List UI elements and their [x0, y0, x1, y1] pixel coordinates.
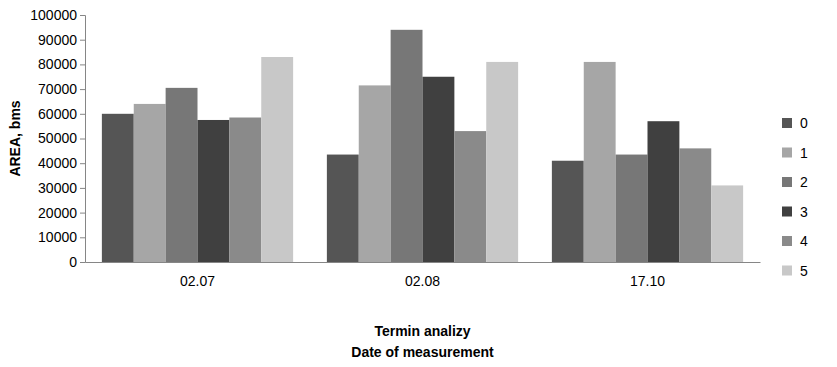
x-axis: 02.07 02.08 17.10 — [86, 263, 761, 289]
tick-label: 90000 — [38, 32, 77, 48]
bar — [359, 85, 391, 262]
tick-label: 20000 — [38, 205, 77, 221]
legend-label: 0 — [800, 115, 808, 131]
tick-label: 0 — [69, 254, 77, 270]
axis-line — [86, 262, 761, 263]
bar — [261, 57, 293, 262]
y-axis: 0 10000 20000 30000 40000 50000 60000 70000 8000… — [30, 7, 85, 270]
tick-mark — [80, 139, 85, 140]
legend-label: 4 — [800, 233, 808, 249]
legend-swatch — [782, 118, 792, 128]
axis-line — [80, 16, 86, 263]
bar — [648, 121, 680, 262]
bar — [102, 114, 134, 262]
tick: 0 — [69, 254, 85, 270]
tick-label: 40000 — [38, 155, 77, 171]
legend-item: 4 — [782, 233, 808, 249]
bar — [166, 88, 198, 262]
legend-swatch — [782, 236, 792, 246]
bar — [486, 62, 518, 262]
tick: 50000 — [38, 130, 85, 146]
bars — [102, 30, 743, 262]
bar — [552, 161, 584, 262]
tick: 10000 — [38, 229, 85, 245]
tick-label: 02.08 — [405, 273, 440, 289]
bar — [327, 155, 359, 262]
legend-label: 2 — [800, 174, 808, 190]
plot: 0 10000 20000 30000 40000 50000 60000 70000 8000… — [30, 7, 760, 289]
tick-label: 10000 — [38, 229, 77, 245]
legend-swatch — [782, 207, 792, 217]
tick: 02.07 — [180, 273, 215, 289]
legend: 0 1 2 3 4 5 — [782, 115, 808, 279]
legend-label: 3 — [800, 204, 808, 220]
tick: 60000 — [38, 106, 85, 122]
tick-mark — [80, 40, 85, 41]
chart: 0 10000 20000 30000 40000 50000 60000 70000 8000… — [0, 0, 837, 367]
axis-title: AREA, bms — [7, 100, 23, 176]
tick-label: 70000 — [38, 81, 77, 97]
tick: 100000 — [30, 7, 85, 23]
tick: 30000 — [38, 180, 85, 196]
legend-item: 5 — [782, 263, 808, 279]
axis-title: Termin analizy — [374, 323, 470, 339]
bar — [711, 185, 743, 262]
tick-label: 02.07 — [180, 273, 215, 289]
tick-mark — [80, 163, 85, 164]
axis-title: Date of measurement — [351, 344, 494, 360]
tick: 70000 — [38, 81, 85, 97]
legend-item: 1 — [782, 145, 808, 161]
legend-item: 2 — [782, 174, 808, 190]
bar — [391, 30, 423, 262]
tick-label: 80000 — [38, 56, 77, 72]
legend-swatch — [782, 148, 792, 158]
tick: 17.10 — [630, 273, 665, 289]
bar — [616, 155, 648, 262]
tick-mark — [80, 114, 85, 115]
tick-mark — [80, 15, 85, 16]
legend-item: 3 — [782, 204, 808, 220]
legend-label: 5 — [800, 263, 808, 279]
legend-swatch — [782, 266, 792, 276]
legend-swatch — [782, 177, 792, 187]
tick-mark — [80, 237, 85, 238]
tick-mark — [80, 188, 85, 189]
bar — [423, 77, 455, 262]
bar — [454, 131, 486, 262]
tick: 02.08 — [405, 273, 440, 289]
tick: 80000 — [38, 56, 85, 72]
tick: 20000 — [38, 205, 85, 221]
bar — [198, 120, 230, 262]
tick-label: 17.10 — [630, 273, 665, 289]
tick-mark — [80, 64, 85, 65]
bar — [229, 118, 261, 262]
legend-label: 1 — [800, 145, 808, 161]
tick: 40000 — [38, 155, 85, 171]
tick-label: 50000 — [38, 130, 77, 146]
tick-label: 60000 — [38, 106, 77, 122]
bar — [679, 148, 711, 262]
tick-mark — [80, 213, 85, 214]
tick-mark — [80, 89, 85, 90]
bar — [134, 104, 166, 262]
tick-label: 30000 — [38, 180, 77, 196]
tick-mark — [80, 262, 85, 263]
tick: 90000 — [38, 32, 85, 48]
legend-item: 0 — [782, 115, 808, 131]
bar — [584, 62, 616, 262]
tick-label: 100000 — [30, 7, 77, 23]
